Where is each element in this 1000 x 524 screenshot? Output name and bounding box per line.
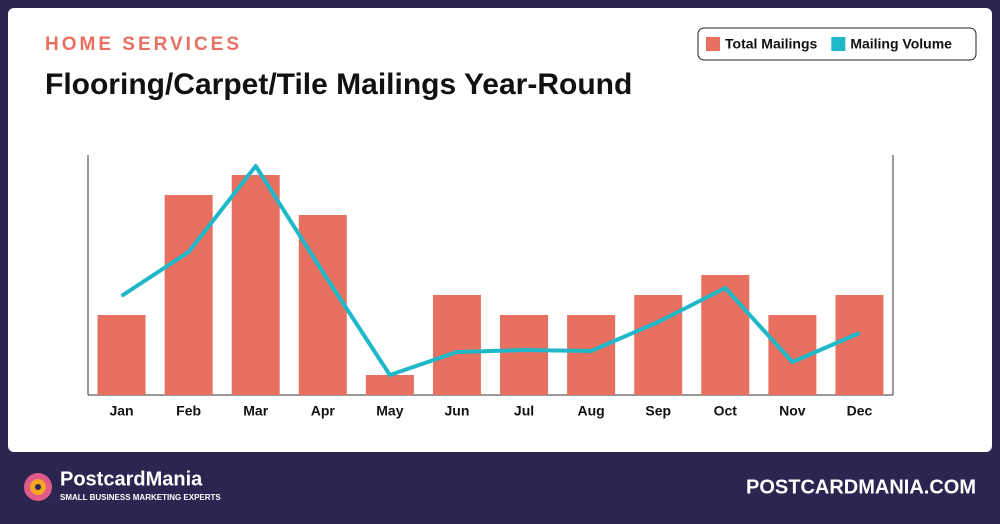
bar [365,375,414,395]
bar [701,275,750,395]
bar [231,175,280,395]
x-tick-label: Sep [645,403,671,419]
tagline: SMALL BUSINESS MARKETING EXPERTS [60,493,221,502]
bar [500,315,549,395]
x-tick-label: Mar [243,403,268,419]
bar [567,315,616,395]
x-tick-label: Jan [109,403,133,419]
bar [835,295,884,395]
brand: PostcardMania [60,468,203,490]
x-tick-label: Apr [311,403,336,419]
x-tick-label: Nov [779,403,806,419]
legend-swatch [706,37,720,51]
x-tick-label: Feb [176,403,201,419]
x-tick-label: Dec [847,403,873,419]
x-tick-label: Aug [578,403,605,419]
line [120,164,861,377]
x-tick-label: May [376,403,403,419]
x-tick-label: Jun [445,403,470,419]
x-tick-label: Oct [714,403,738,419]
site: POSTCARDMANIA.COM [746,476,976,498]
legend-swatch [831,37,846,51]
bar [164,195,213,395]
x-tick-label: Jul [514,403,534,419]
kicker: HOME SERVICES [45,34,242,55]
bar [97,315,146,395]
logo [24,473,52,501]
chart-title: Flooring/Carpet/Tile Mailings Year-Round [45,68,632,101]
legend-label: Mailing Volume [850,36,952,52]
bar [634,295,683,395]
bar [432,295,481,395]
legend-label: Total Mailings [725,36,818,52]
